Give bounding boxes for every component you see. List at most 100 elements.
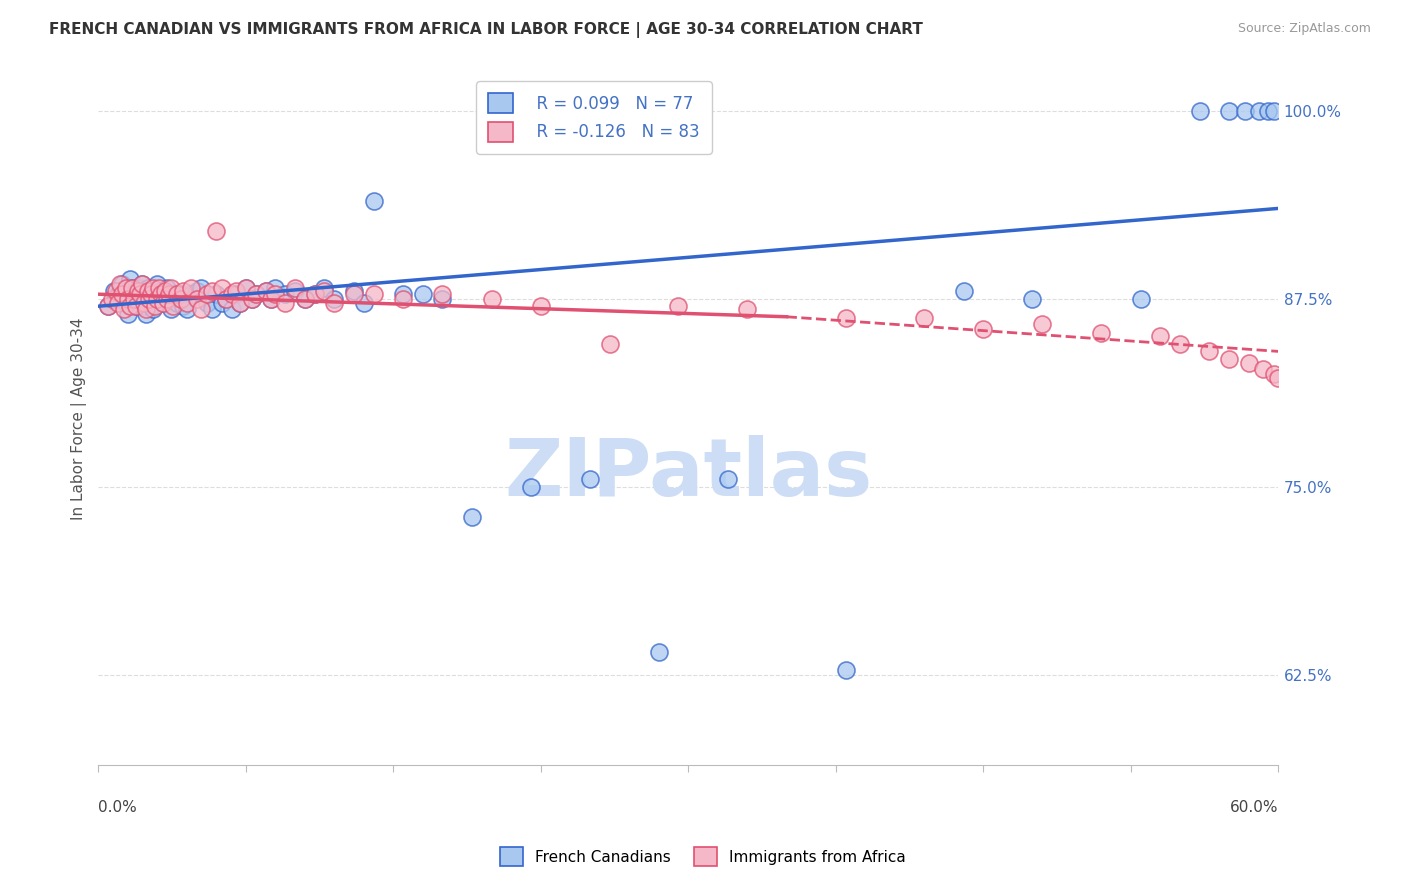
Point	[264, 287, 287, 301]
Point	[481, 292, 503, 306]
Point	[121, 281, 143, 295]
Point	[1031, 318, 1053, 332]
Point	[229, 296, 252, 310]
Point	[121, 281, 143, 295]
Point	[294, 292, 316, 306]
Point	[112, 287, 135, 301]
Point	[201, 302, 224, 317]
Point	[122, 292, 145, 306]
Point	[131, 277, 153, 291]
Point	[1251, 362, 1274, 376]
Point	[735, 302, 758, 317]
Point	[461, 510, 484, 524]
Point	[162, 287, 184, 301]
Point	[131, 277, 153, 291]
Point	[146, 292, 169, 306]
Point	[211, 296, 233, 310]
Point	[127, 284, 149, 298]
Point	[225, 284, 247, 298]
Y-axis label: In Labor Force | Age 30-34: In Labor Force | Age 30-34	[72, 318, 87, 520]
Point	[1233, 103, 1256, 118]
Point	[118, 299, 141, 313]
Point	[105, 284, 128, 298]
Point	[172, 299, 194, 313]
Point	[1198, 344, 1220, 359]
Point	[145, 299, 167, 313]
Point	[264, 281, 287, 295]
Text: ZIPatlas: ZIPatlas	[505, 435, 872, 514]
Point	[176, 296, 198, 310]
Point	[412, 287, 434, 301]
Point	[221, 302, 243, 317]
Point	[117, 307, 139, 321]
Point	[148, 287, 170, 301]
Point	[138, 292, 160, 306]
Point	[284, 284, 307, 298]
Point	[162, 299, 184, 313]
Point	[1257, 103, 1279, 118]
Point	[1267, 371, 1289, 385]
Point	[125, 299, 148, 313]
Point	[128, 287, 150, 301]
Point	[260, 292, 283, 306]
Point	[166, 296, 188, 310]
Point	[1090, 326, 1112, 341]
Point	[432, 292, 454, 306]
Text: 0.0%: 0.0%	[98, 800, 138, 814]
Point	[132, 296, 155, 310]
Point	[115, 296, 138, 310]
Point	[111, 277, 134, 291]
Point	[135, 307, 157, 321]
Point	[180, 287, 202, 301]
Point	[648, 645, 671, 659]
Point	[353, 296, 375, 310]
Point	[1277, 377, 1299, 392]
Point	[180, 281, 202, 295]
Point	[1237, 356, 1260, 370]
Point	[530, 299, 553, 313]
Point	[225, 287, 247, 301]
Point	[195, 287, 218, 301]
Point	[1021, 292, 1043, 306]
Point	[1282, 382, 1305, 396]
Point	[432, 287, 454, 301]
Point	[97, 299, 120, 313]
Point	[142, 281, 165, 295]
Point	[170, 292, 193, 306]
Point	[135, 302, 157, 317]
Point	[240, 292, 263, 306]
Point	[132, 299, 155, 313]
Text: FRENCH CANADIAN VS IMMIGRANTS FROM AFRICA IN LABOR FORCE | AGE 30-34 CORRELATION: FRENCH CANADIAN VS IMMIGRANTS FROM AFRIC…	[49, 22, 924, 38]
Point	[150, 284, 173, 298]
Point	[972, 322, 994, 336]
Point	[254, 284, 277, 298]
Point	[125, 299, 148, 313]
Point	[107, 296, 129, 310]
Point	[912, 311, 935, 326]
Point	[668, 299, 690, 313]
Point	[186, 284, 208, 298]
Point	[112, 302, 135, 317]
Point	[157, 292, 180, 306]
Point	[834, 311, 856, 326]
Point	[717, 472, 740, 486]
Point	[235, 281, 257, 295]
Point	[150, 287, 173, 301]
Point	[190, 302, 212, 317]
Text: 60.0%: 60.0%	[1230, 800, 1278, 814]
Point	[284, 281, 307, 295]
Point	[138, 292, 160, 306]
Point	[1263, 103, 1285, 118]
Point	[229, 296, 252, 310]
Point	[190, 281, 212, 295]
Point	[1218, 351, 1240, 366]
Point	[136, 284, 159, 298]
Point	[520, 480, 543, 494]
Point	[107, 292, 129, 306]
Point	[108, 277, 131, 291]
Point	[260, 292, 283, 306]
Point	[118, 272, 141, 286]
Point	[235, 281, 257, 295]
Point	[245, 287, 267, 301]
Point	[304, 287, 326, 301]
